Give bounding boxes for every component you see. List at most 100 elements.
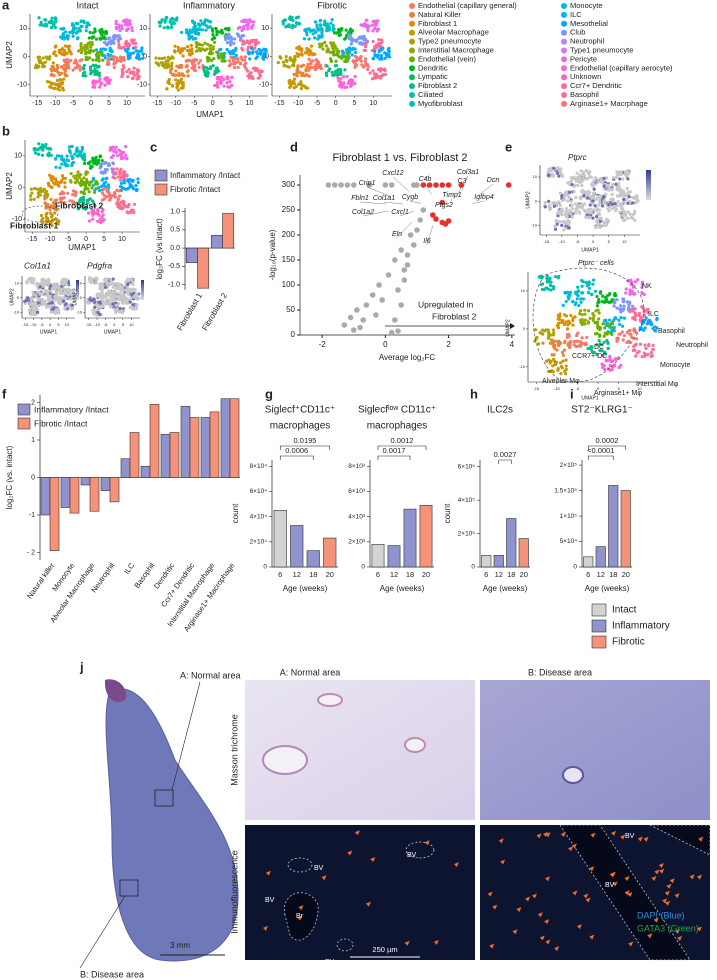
- cell: [566, 199, 570, 203]
- y-tick-label: 1.0: [170, 208, 180, 215]
- cell: [164, 66, 169, 70]
- cell: [622, 197, 626, 201]
- cell: [349, 42, 353, 46]
- point: [392, 317, 398, 323]
- cell: [33, 305, 37, 310]
- cell: [621, 177, 625, 181]
- cell: [170, 67, 174, 71]
- cell: [122, 156, 126, 160]
- cell: [580, 313, 584, 317]
- cell: [342, 81, 346, 85]
- x-tick-label: -15: [22, 322, 29, 327]
- cell: [228, 80, 232, 84]
- cell: [631, 212, 635, 216]
- x-tick-label: -5: [576, 239, 580, 244]
- y-tick-label: 100: [282, 280, 296, 289]
- cell: [612, 292, 617, 297]
- arrowhead-marker: [545, 832, 551, 838]
- x-tick-label: 2: [446, 340, 451, 349]
- cell: [91, 158, 95, 162]
- cell: [621, 297, 625, 301]
- cell: [125, 18, 129, 22]
- legend-swatch: [561, 56, 567, 63]
- cell: [69, 52, 73, 56]
- cell: [79, 42, 83, 46]
- cell: [136, 52, 140, 57]
- cell: [579, 169, 583, 173]
- cell: [88, 180, 92, 184]
- cell: [69, 58, 73, 63]
- cell: [223, 59, 227, 63]
- cell: [650, 353, 654, 358]
- arrowhead-marker: [589, 866, 595, 872]
- panel-label: j: [79, 659, 84, 674]
- cell: [620, 206, 624, 211]
- cell: [209, 65, 213, 69]
- cell: [95, 57, 99, 61]
- cell: [33, 186, 37, 191]
- cell: [126, 47, 130, 51]
- cell: [309, 50, 313, 55]
- arrowhead-marker: [675, 928, 681, 934]
- y-tick-label: 8×10⁴: [250, 463, 268, 470]
- point: [388, 182, 395, 188]
- cell: [84, 172, 88, 176]
- cell: [626, 177, 630, 181]
- cell: [544, 328, 548, 332]
- cell: [97, 71, 101, 75]
- arrowhead-marker: [647, 933, 653, 939]
- cell: [376, 67, 381, 72]
- highlight-point: [433, 182, 439, 188]
- bar: [481, 554, 492, 568]
- cell: [618, 322, 622, 326]
- cell: [58, 88, 62, 92]
- cell: [620, 324, 625, 328]
- cell: [293, 55, 297, 59]
- cell: [366, 67, 370, 72]
- x-tick-label: 20: [422, 570, 430, 579]
- cell: [81, 206, 86, 210]
- cell: [363, 57, 368, 61]
- p-value: 0.0006: [285, 446, 308, 455]
- x-tick-label: -5: [576, 386, 580, 391]
- cell: [584, 280, 588, 285]
- cell: [608, 356, 612, 360]
- cell: [630, 216, 635, 220]
- bar: [371, 544, 385, 568]
- p-value: 0.0195: [294, 436, 317, 445]
- cell: [197, 27, 202, 31]
- cell: [53, 298, 57, 302]
- cell: [584, 215, 588, 219]
- cell: [586, 320, 591, 324]
- cell: [361, 65, 366, 69]
- cell: [646, 352, 650, 357]
- legend-label: Fibroblast 1: [418, 19, 457, 28]
- cell: [578, 176, 582, 180]
- x-tick-label: 18: [609, 570, 617, 579]
- x-tick-label: 12: [597, 570, 605, 579]
- cell: [295, 68, 299, 72]
- cell: [223, 37, 228, 42]
- cell: [43, 299, 47, 303]
- x-tick-label: -15: [27, 236, 37, 243]
- cell: [126, 23, 130, 27]
- cell: [118, 204, 123, 208]
- cell: [623, 194, 628, 198]
- cell: [596, 301, 600, 305]
- cell: [132, 38, 136, 42]
- cell: [325, 49, 329, 53]
- cell: [45, 279, 49, 283]
- region-label: A: Normal area: [180, 670, 241, 680]
- cell: [37, 142, 41, 146]
- cell: [126, 75, 130, 79]
- cell: [276, 61, 280, 65]
- cell: [568, 345, 572, 350]
- cell: [350, 53, 354, 57]
- cell: [41, 145, 45, 149]
- cell: [54, 44, 58, 48]
- highlight-point: [433, 216, 439, 222]
- cell: [381, 73, 385, 77]
- significance-bracket: [587, 455, 614, 460]
- cell: [70, 154, 74, 158]
- cell: [91, 217, 95, 221]
